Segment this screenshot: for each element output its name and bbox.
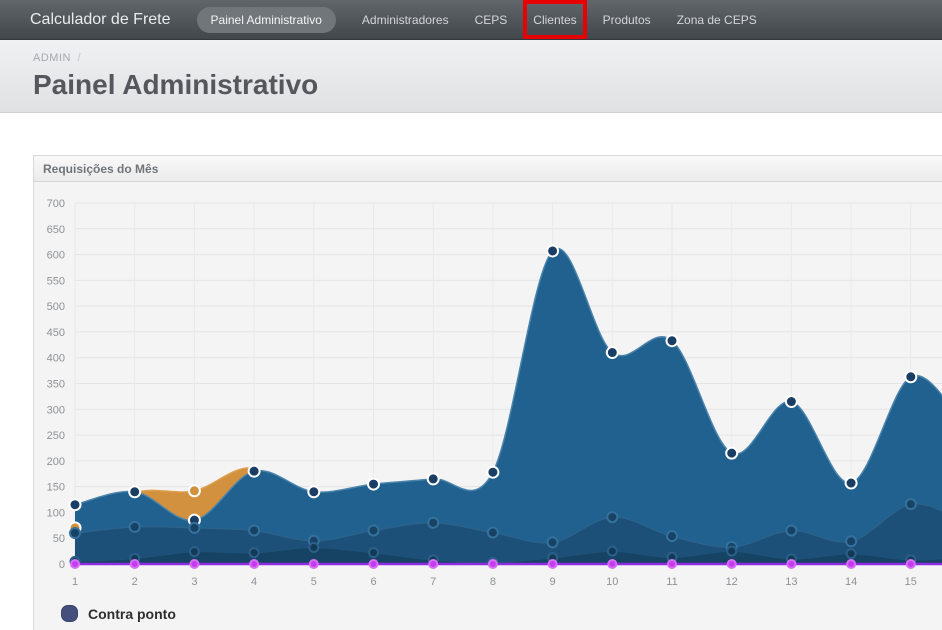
svg-text:13: 13 <box>785 576 797 588</box>
nav-item-administradores[interactable]: Administradores <box>361 12 449 27</box>
nav-item-clientes[interactable]: Clientes <box>523 0 587 39</box>
svg-text:5: 5 <box>311 576 317 588</box>
svg-text:600: 600 <box>47 250 65 262</box>
svg-text:1: 1 <box>72 576 78 588</box>
svg-text:300: 300 <box>47 404 65 416</box>
svg-text:15: 15 <box>905 576 917 588</box>
svg-text:700: 700 <box>47 198 65 210</box>
legend-swatch-contra-ponto <box>61 605 78 622</box>
svg-text:3: 3 <box>191 576 197 588</box>
breadcrumb-link-admin[interactable]: ADMIN <box>33 52 71 64</box>
page-title: Painel Administrativo <box>33 69 319 100</box>
svg-text:10: 10 <box>606 576 618 588</box>
svg-text:8: 8 <box>490 576 496 588</box>
annotation-highlight-box <box>523 0 587 39</box>
svg-text:9: 9 <box>550 576 556 588</box>
svg-text:400: 400 <box>47 353 65 365</box>
monthly-requests-chart: 0 50 100 150 200 250 300 350 400 450 500 550 600 650 7… <box>47 198 942 588</box>
svg-text:350: 350 <box>47 379 65 391</box>
svg-text:200: 200 <box>47 456 65 468</box>
page-header: ADMIN / Painel Administrativo <box>0 40 942 113</box>
nav-items: Painel Administrativo Administradores CEPS… <box>196 0 757 39</box>
panel-body: 0 50 100 150 200 250 300 350 400 450 500 550 600 650 7… <box>34 182 942 630</box>
svg-text:150: 150 <box>47 482 65 494</box>
nav-item-ceps[interactable]: CEPS <box>474 12 508 27</box>
breadcrumb: ADMIN / <box>33 52 942 64</box>
svg-text:14: 14 <box>845 576 857 588</box>
requests-panel: Requisições do Mês 0 50 100 150 200 250 300 350… <box>33 155 942 630</box>
svg-text:500: 500 <box>47 301 65 313</box>
navbar: Calculador de Frete Painel Administrativ… <box>0 0 942 40</box>
svg-text:650: 650 <box>47 224 65 236</box>
brand-link[interactable]: Calculador de Frete <box>30 10 171 28</box>
legend-label: Contra ponto <box>88 605 176 622</box>
svg-text:250: 250 <box>47 430 65 442</box>
svg-text:12: 12 <box>726 576 738 588</box>
breadcrumb-separator: / <box>77 52 82 64</box>
svg-text:450: 450 <box>47 327 65 339</box>
chart-legend: Contra ponto <box>61 605 942 622</box>
svg-text:50: 50 <box>53 533 65 545</box>
svg-text:100: 100 <box>47 507 65 519</box>
svg-text:0: 0 <box>59 559 65 571</box>
nav-item-produtos[interactable]: Produtos <box>602 12 651 27</box>
nav-item-painel-administrativo[interactable]: Painel Administrativo <box>196 6 336 33</box>
svg-text:7: 7 <box>430 576 436 588</box>
svg-text:4: 4 <box>251 576 257 588</box>
panel-header: Requisições do Mês <box>34 156 942 182</box>
svg-text:550: 550 <box>47 275 65 287</box>
svg-text:11: 11 <box>666 576 677 588</box>
nav-item-zona-de-ceps[interactable]: Zona de CEPS <box>676 12 757 27</box>
svg-text:6: 6 <box>370 576 376 588</box>
panel-title: Requisições do Mês <box>43 161 159 176</box>
svg-text:2: 2 <box>132 576 138 588</box>
